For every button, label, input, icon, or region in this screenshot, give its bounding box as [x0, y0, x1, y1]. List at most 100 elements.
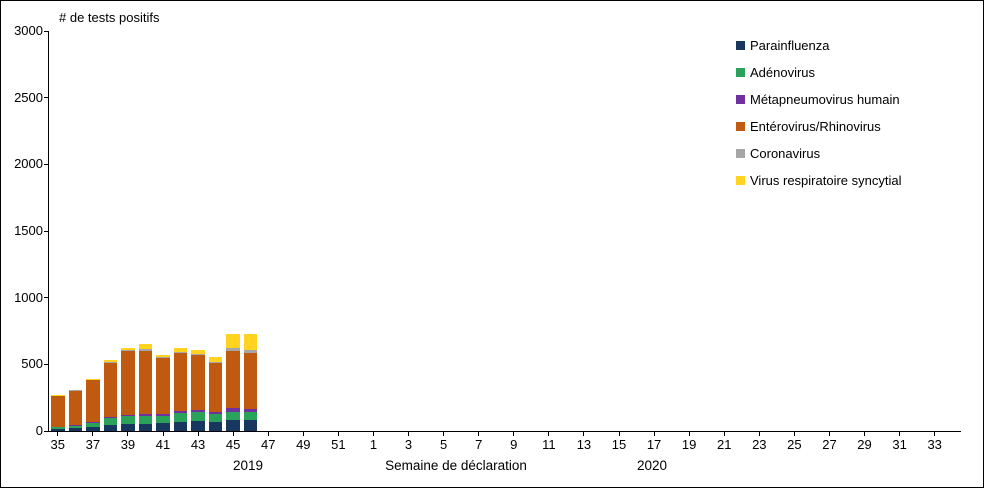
x-tick-label: 43: [190, 437, 206, 452]
x-tick-label: 45: [225, 437, 241, 452]
bar-week-39: [121, 31, 135, 431]
bar-segment-ent-rovirus-rhinovirus: [121, 351, 135, 416]
x-tick-label: 7: [475, 437, 483, 452]
x-tick-mark: [899, 432, 901, 436]
bar-segment-ent-rovirus-rhinovirus: [173, 353, 188, 412]
bar-segment-parainfluenza: [243, 419, 258, 431]
x-tick-label: 19: [681, 437, 697, 452]
x-tick-mark: [443, 432, 445, 436]
legend-swatch: [736, 41, 745, 50]
bar-segment-parainfluenza: [121, 423, 135, 431]
legend-swatch: [736, 68, 745, 77]
x-tick-mark: [828, 432, 830, 436]
bar-segment-m-tapneumovirus-humain: [121, 415, 135, 417]
x-tick-mark: [934, 432, 936, 436]
x-tick-label: 51: [331, 437, 346, 452]
bar-segment-virus-respiratoire-syncytial: [208, 357, 223, 362]
y-tick-label: 2000: [14, 156, 43, 172]
x-tick-mark: [618, 432, 620, 436]
bar-week-44: [208, 31, 223, 431]
x-tick-label: 35: [50, 437, 65, 452]
legend: Parainfluenza Adénovirus Métapneumovirus h…: [736, 38, 902, 201]
y-tick-label: 2500: [14, 89, 43, 105]
bar-segment-coronavirus: [51, 395, 65, 397]
bar-segment-parainfluenza: [173, 421, 188, 431]
bar-segment-parainfluenza: [68, 427, 83, 431]
x-tick-mark: [548, 432, 550, 436]
x-tick-label: 15: [611, 437, 627, 452]
y-tick-mark: [44, 430, 49, 432]
bar-segment-virus-respiratoire-syncytial: [103, 360, 118, 362]
bar-segment-coronavirus: [226, 348, 240, 352]
bar-segment-parainfluenza: [138, 423, 153, 431]
x-tick-label: 41: [155, 437, 171, 452]
y-tick-mark: [44, 97, 49, 99]
bar-segment-m-tapneumovirus-humain: [156, 413, 170, 416]
bar-week-40: [138, 31, 153, 431]
legend-item: Virus respiratoire syncytial: [736, 173, 902, 188]
bar-segment-ent-rovirus-rhinovirus: [156, 358, 170, 414]
bar-segment-m-tapneumovirus-humain: [208, 412, 223, 415]
x-tick-mark: [688, 432, 690, 436]
legend-item: Métapneumovirus humain: [736, 92, 901, 107]
x-tick-mark: [864, 432, 866, 436]
x-tick-mark: [653, 432, 655, 436]
y-tick-mark: [44, 230, 49, 232]
x-tick-label: 3: [404, 437, 413, 452]
x-tick-mark: [267, 432, 269, 436]
bar-segment-ent-rovirus-rhinovirus: [86, 380, 100, 423]
x-tick-label: 1: [369, 437, 378, 452]
y-tick-label: 3000: [14, 23, 43, 38]
x-tick-label: 47: [260, 437, 276, 452]
x-tick-label: 21: [716, 437, 732, 452]
bar-week-42: [173, 31, 188, 431]
legend-label: Métapneumovirus humain: [750, 92, 900, 107]
x-tick-mark: [92, 432, 94, 436]
bar-segment-ad-novirus: [226, 412, 240, 421]
bar-segment-ad-novirus: [208, 414, 223, 422]
y-tick-label: 1500: [14, 223, 43, 238]
bar-week-35: [51, 31, 65, 431]
x-tick-label: 49: [296, 437, 311, 452]
bar-segment-virus-respiratoire-syncytial: [121, 348, 135, 350]
bar-week-41: [156, 31, 170, 431]
bar-segment-parainfluenza: [208, 421, 223, 431]
bar-week-36: [68, 31, 83, 431]
bar-segment-m-tapneumovirus-humain: [243, 409, 258, 413]
bar-segment-virus-respiratoire-syncytial: [68, 389, 83, 391]
bar-segment-m-tapneumovirus-humain: [68, 425, 83, 426]
bar-segment-ent-rovirus-rhinovirus: [51, 396, 65, 428]
bar-segment-parainfluenza: [51, 429, 65, 431]
legend-swatch: [736, 149, 745, 158]
year-label-2020: 2020: [636, 458, 668, 473]
x-tick-mark: [723, 432, 725, 436]
bar-week-37: [86, 31, 100, 431]
y-tick-label: 500: [21, 356, 43, 372]
bar-segment-ad-novirus: [156, 415, 170, 423]
x-tick-mark: [372, 432, 374, 436]
legend-item: Adénovirus: [736, 65, 901, 80]
legend-label: Virus respiratoire syncytial: [750, 173, 902, 188]
bar-segment-ad-novirus: [68, 425, 83, 428]
bar-segment-ad-novirus: [86, 423, 100, 427]
bar-segment-ent-rovirus-rhinovirus: [138, 351, 153, 414]
x-tick-label: 31: [892, 437, 907, 452]
legend-label: Adénovirus: [750, 65, 816, 80]
bar-segment-coronavirus: [156, 357, 170, 359]
bar-segment-ent-rovirus-rhinovirus: [68, 391, 83, 426]
bar-segment-virus-respiratoire-syncytial: [243, 334, 258, 351]
bar-segment-virus-respiratoire-syncytial: [173, 347, 188, 352]
bar-segment-ad-novirus: [173, 413, 188, 422]
x-tick-mark: [57, 432, 59, 436]
bar-segment-virus-respiratoire-syncytial: [138, 343, 153, 350]
bar-segment-coronavirus: [103, 361, 118, 364]
legend-item: Entérovirus/Rhinovirus: [736, 119, 901, 134]
bar-week-46: [243, 31, 258, 431]
x-tick-mark: [583, 432, 585, 436]
bar-segment-ad-novirus: [103, 418, 118, 425]
bar-segment-coronavirus: [191, 353, 205, 356]
bar-segment-coronavirus: [138, 349, 153, 352]
x-tick-label: 9: [510, 437, 518, 452]
legend-swatch: [736, 122, 745, 131]
